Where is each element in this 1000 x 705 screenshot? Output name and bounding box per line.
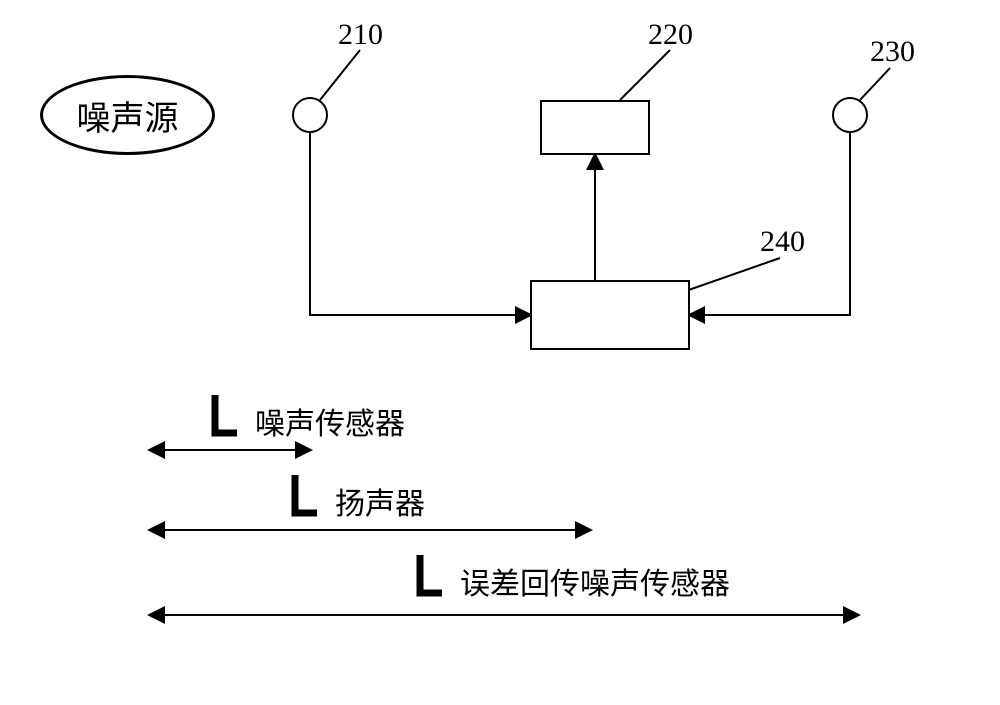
dimension-label: 扬声器 xyxy=(335,479,425,523)
ref-label-210: 210 xyxy=(338,18,383,52)
dimension-label: 误差回传噪声传感器 xyxy=(460,559,730,603)
sensor-right-circle xyxy=(832,97,868,133)
dimension-label: 噪声传感器 xyxy=(255,399,405,443)
ref-label-220: 220 xyxy=(648,18,693,52)
noise-source-label: 噪声源 xyxy=(77,91,179,140)
noise-source-ellipse: 噪声源 xyxy=(40,75,215,155)
controller-box xyxy=(530,280,690,350)
ref-label-240: 240 xyxy=(760,225,805,259)
sensor-left-circle xyxy=(292,97,328,133)
speaker-box xyxy=(540,100,650,155)
ref-label-230: 230 xyxy=(870,35,915,69)
diagram-stage: 噪声源 210 220 230 240 噪声传感器扬声器误差回传噪声传感器 xyxy=(0,0,1000,705)
